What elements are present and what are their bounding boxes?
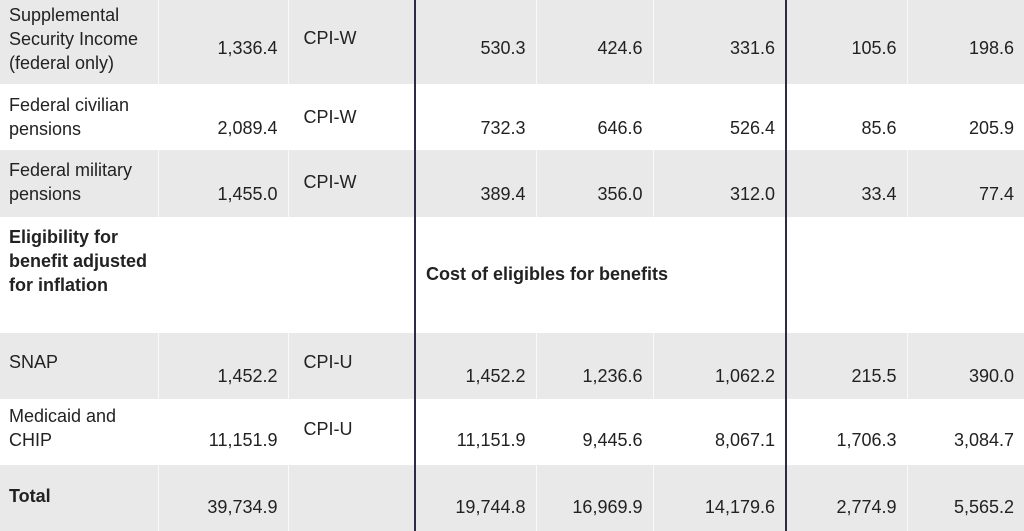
cost-cell-1: 530.3 <box>414 0 536 84</box>
cost-cell-1: 1,452.2 <box>414 333 536 399</box>
program-label: Federal civilian pensions <box>0 84 158 150</box>
section-header-row: Eligibility for benefit adjusted for inf… <box>0 217 1024 333</box>
difference-cell-2: 198.6 <box>906 0 1024 84</box>
difference-cell-2: 5,565.2 <box>906 465 1024 531</box>
table-row-total: Total 39,734.9 19,744.8 16,969.9 14,179.… <box>0 465 1024 531</box>
difference-cell-1: 33.4 <box>785 150 907 217</box>
empty-cell <box>157 217 288 333</box>
inflation-index-cell: CPI-U <box>287 399 415 465</box>
inflation-index-cell: CPI-W <box>287 0 415 84</box>
cost-cell-3: 14,179.6 <box>652 465 787 531</box>
program-label: Federal military pensions <box>0 150 158 217</box>
inflation-index-cell <box>287 465 415 531</box>
difference-cell-2: 3,084.7 <box>906 399 1024 465</box>
total-cost-cell: 39,734.9 <box>157 465 288 531</box>
cost-cell-3: 1,062.2 <box>652 333 787 399</box>
difference-cell-1: 2,774.9 <box>785 465 907 531</box>
total-cost-cell: 11,151.9 <box>157 399 288 465</box>
inflation-index-cell: CPI-W <box>287 150 415 217</box>
cost-cell-1: 732.3 <box>414 84 536 150</box>
cost-cell-1: 389.4 <box>414 150 536 217</box>
cost-cell-1: 11,151.9 <box>414 399 536 465</box>
difference-cell-1: 215.5 <box>785 333 907 399</box>
cost-cell-2: 424.6 <box>535 0 653 84</box>
program-label: SNAP <box>0 333 158 399</box>
cost-cell-2: 356.0 <box>535 150 653 217</box>
cost-cell-3: 8,067.1 <box>652 399 787 465</box>
total-cost-cell: 1,452.2 <box>157 333 288 399</box>
total-cost-cell: 2,089.4 <box>157 84 288 150</box>
cost-cell-3: 312.0 <box>652 150 787 217</box>
empty-cell <box>906 217 1024 333</box>
section-label: Eligibility for benefit adjusted for inf… <box>0 217 158 333</box>
section-title: Cost of eligibles for benefits <box>426 263 669 284</box>
program-label: Medicaid and CHIP <box>0 399 158 465</box>
empty-cell <box>287 217 415 333</box>
program-label: Supplemental Security Income (federal on… <box>0 0 158 84</box>
table-row-snap: SNAP 1,452.2 CPI-U 1,452.2 1,236.6 1,062… <box>0 333 1024 399</box>
table-row-federal-military-pensions: Federal military pensions 1,455.0 CPI-W … <box>0 150 1024 217</box>
cost-cell-3: 526.4 <box>652 84 787 150</box>
empty-cell <box>785 217 907 333</box>
table-row-medicaid-chip: Medicaid and CHIP 11,151.9 CPI-U 11,151.… <box>0 399 1024 465</box>
inflation-index-cell: CPI-U <box>287 333 415 399</box>
difference-cell-2: 77.4 <box>906 150 1024 217</box>
total-label: Total <box>0 465 158 531</box>
difference-cell-1: 1,706.3 <box>785 399 907 465</box>
difference-cell-1: 105.6 <box>785 0 907 84</box>
cost-cell-1: 19,744.8 <box>414 465 536 531</box>
table-row-federal-civilian-pensions: Federal civilian pensions 2,089.4 CPI-W … <box>0 84 1024 150</box>
cost-cell-2: 646.6 <box>535 84 653 150</box>
section-title-cell: Cost of eligibles for benefits <box>414 217 787 333</box>
cost-cell-2: 16,969.9 <box>535 465 653 531</box>
cost-cell-2: 9,445.6 <box>535 399 653 465</box>
cost-cell-3: 331.6 <box>652 0 787 84</box>
difference-cell-2: 390.0 <box>906 333 1024 399</box>
total-cost-cell: 1,455.0 <box>157 150 288 217</box>
table-row-ssi: Supplemental Security Income (federal on… <box>0 0 1024 84</box>
cost-cell-2: 1,236.6 <box>535 333 653 399</box>
total-cost-cell: 1,336.4 <box>157 0 288 84</box>
difference-cell-2: 205.9 <box>906 84 1024 150</box>
difference-cell-1: 85.6 <box>785 84 907 150</box>
inflation-index-cell: CPI-W <box>287 84 415 150</box>
